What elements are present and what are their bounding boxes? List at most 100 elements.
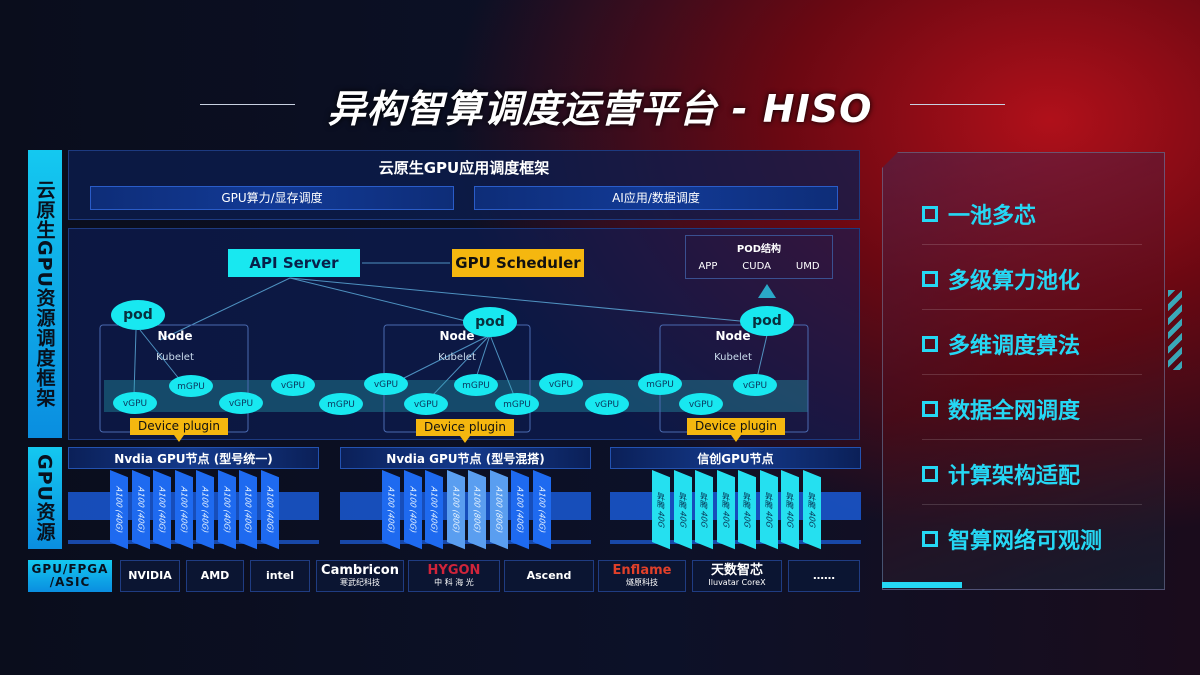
gpu-unit: vGPU <box>733 374 777 396</box>
arrow-down-icon <box>174 435 184 442</box>
title-deco-right <box>910 104 1005 105</box>
device-plugin: Device plugin <box>416 419 514 436</box>
gpu-unit: vGPU <box>219 392 263 414</box>
gpu-scheduler: GPU Scheduler <box>452 249 584 277</box>
checkbox-icon <box>922 271 938 287</box>
gpu-chip: 昇腾 40G <box>652 470 670 550</box>
gpu-unit-label: vGPU <box>743 381 767 391</box>
gpu-chip: 昇腾 40G <box>781 470 799 550</box>
arrow-up-icon <box>758 284 776 298</box>
vendor-logo: NVIDIA <box>120 560 180 592</box>
gpu-chip: 昇腾 40G <box>673 470 692 550</box>
title-deco-left <box>200 104 295 105</box>
feature-item: 多维调度算法 <box>922 328 1080 360</box>
pod-item: UMD <box>795 261 820 272</box>
pod: pod <box>111 300 165 330</box>
gpu-unit-label: vGPU <box>281 381 305 391</box>
vendor-subname: Iluvatar CoreX <box>708 577 766 587</box>
gpu-chip: 昇腾 40G <box>716 470 735 550</box>
feature-item: 智算网络可观测 <box>922 523 1102 555</box>
vendor-logo: Ascend <box>504 560 594 592</box>
gpu-chip: A100 (40G) <box>174 470 193 550</box>
feature-item: 多级算力池化 <box>922 263 1080 295</box>
vendor-name: …… <box>813 568 835 582</box>
vendor-subname: 燧原科技 <box>626 577 658 587</box>
node-label: Node <box>157 329 193 343</box>
vendor-name: AMD <box>200 568 230 582</box>
gpu-chip: A100 (40G) <box>511 470 529 550</box>
pod-item: CUDA <box>742 261 771 272</box>
vendor-name: Ascend <box>526 568 572 582</box>
gpu-node-title: 信创GPU节点 <box>610 447 861 469</box>
vendor-logo: intel <box>250 560 310 592</box>
checkbox-icon <box>922 531 938 547</box>
vendor-logo: AMD <box>186 560 244 592</box>
gpu-unit: mGPU <box>454 374 498 396</box>
gpu-unit-label: mGPU <box>646 380 674 390</box>
vendor-logo: HYGON 中 科 海 光 <box>408 560 500 592</box>
vendor-logo: Cambricon 寒武纪科技 <box>316 560 404 592</box>
feature-label: 多级算力池化 <box>948 269 1081 294</box>
gpu-unit: vGPU <box>113 392 157 414</box>
resources-label: GPU资源 <box>28 447 62 549</box>
gpu-unit: mGPU <box>169 375 213 397</box>
kubelet-label: Kubelet <box>714 352 752 363</box>
feature-label: 数据全网调度 <box>948 399 1081 424</box>
gpu-unit-label: mGPU <box>503 400 531 410</box>
vendor-subname: 中 科 海 光 <box>434 577 474 587</box>
gpu-unit: mGPU <box>495 393 539 415</box>
framework-title: 云原生GPU应用调度框架 <box>378 159 550 177</box>
features-panel <box>882 152 1165 590</box>
checkbox-icon <box>922 206 938 222</box>
gpu-chip: A100 (40G) <box>217 470 236 550</box>
gpu-node-title: Nvdia GPU节点 (型号统一) <box>68 447 319 469</box>
divider <box>922 309 1142 310</box>
pod-item: APP <box>698 261 718 272</box>
feature-label: 多维调度算法 <box>948 334 1081 359</box>
gpu-chip: A100 (80G) <box>468 470 486 550</box>
gpu-unit: vGPU <box>404 393 448 415</box>
vendor-name: NVIDIA <box>128 568 172 582</box>
gpu-node-title: Nvdia GPU节点 (型号混搭) <box>340 447 591 469</box>
gpu-unit-label: vGPU <box>374 380 398 390</box>
vendor-name: Cambricon <box>321 563 399 579</box>
gpu-unit: mGPU <box>638 373 682 395</box>
kubelet-label: Kubelet <box>156 352 194 363</box>
gpu-unit-label: vGPU <box>549 380 573 390</box>
gpu-unit-label: vGPU <box>689 400 713 410</box>
gpu-unit-label: vGPU <box>229 399 253 409</box>
gpu-node-shelf <box>610 540 861 544</box>
gpu-unit: vGPU <box>539 373 583 395</box>
device-plugin: Device plugin <box>130 418 228 435</box>
gpu-node-shelf <box>340 540 591 544</box>
gpu-chip: A100 (40G) <box>382 470 400 550</box>
gpu-unit-label: vGPU <box>414 400 438 410</box>
gpu-chip: A100 (40G) <box>403 470 422 550</box>
arrow-down-icon <box>460 436 470 443</box>
device-plugin: Device plugin <box>687 418 785 435</box>
panel-accent <box>882 582 962 588</box>
vendor-name: HYGON <box>427 563 481 579</box>
vendor-name: intel <box>265 568 295 582</box>
kubelet-label: Kubelet <box>438 352 476 363</box>
gpu-node-base <box>68 492 319 520</box>
gpu-compute-bar: GPU算力/显存调度 <box>90 186 454 210</box>
gpu-chip: 昇腾 40G <box>695 470 713 550</box>
divider <box>922 374 1142 375</box>
pod: pod <box>463 307 517 337</box>
vendor-logo: Enflame 燧原科技 <box>598 560 686 592</box>
gpu-chip: A100 (40G) <box>532 470 551 550</box>
vendor-logo: 天数智芯 Iluvatar CoreX <box>692 560 782 592</box>
gpu-node-shelf <box>68 540 319 544</box>
gpu-node-base <box>610 492 861 520</box>
gpu-unit-label: mGPU <box>462 381 490 391</box>
pod-structure-title: POD结构 <box>736 244 782 255</box>
gpu-chip: A100 (80G) <box>489 470 508 550</box>
checkbox-icon <box>922 466 938 482</box>
vendor-logo: …… <box>788 560 860 592</box>
gpu-unit: vGPU <box>364 373 408 395</box>
pod-structure: POD结构 APP CUDA UMD <box>685 235 833 279</box>
gpu-unit: vGPU <box>585 393 629 415</box>
feature-label: 计算架构适配 <box>948 464 1081 489</box>
gpu-chip: A100 (40G) <box>260 470 279 550</box>
